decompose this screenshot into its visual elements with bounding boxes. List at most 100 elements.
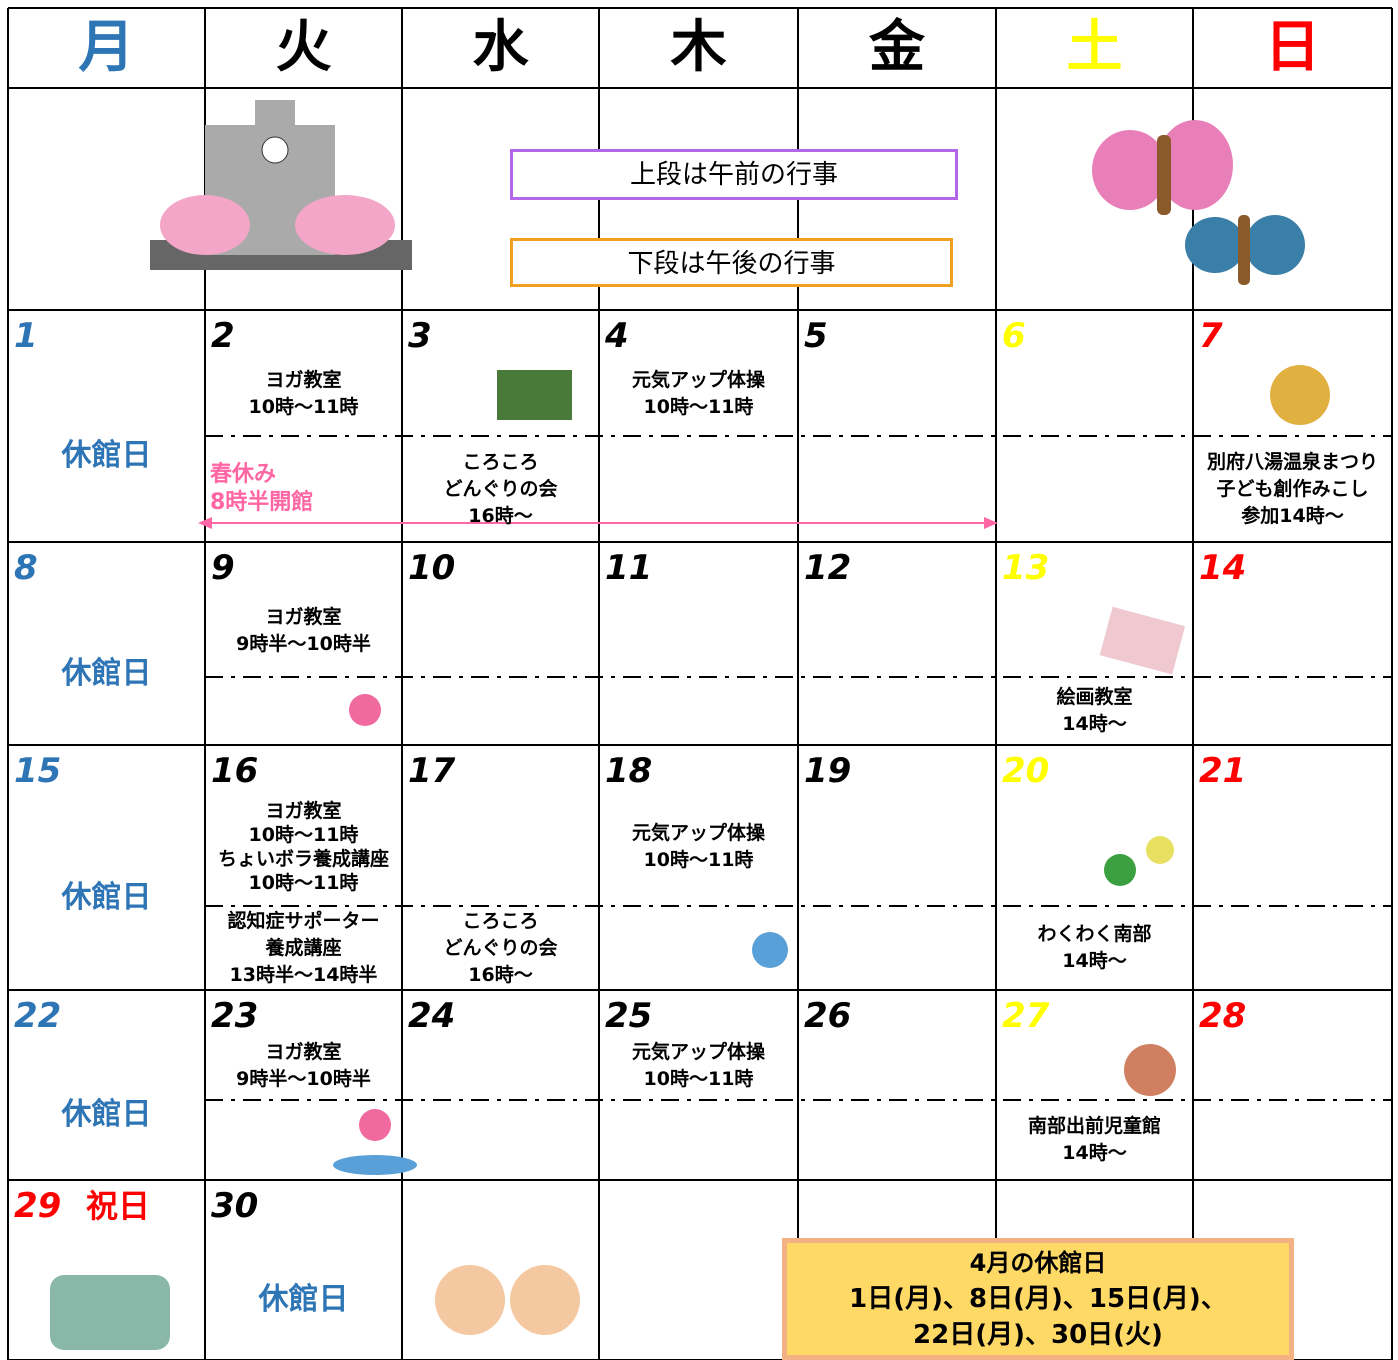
day-number: 25 bbox=[605, 996, 653, 1036]
morning-event: ヨガ教室 10時～11時 ちょいボラ養成講座 10時～11時 bbox=[205, 799, 402, 895]
closed-label: 休館日 bbox=[258, 1282, 349, 1317]
event-line: 14時～ bbox=[1062, 950, 1127, 972]
day-number: 3 bbox=[408, 316, 432, 356]
closed-label: 休館日 bbox=[61, 438, 152, 473]
morning-event: ヨガ教室 10時～11時 bbox=[205, 367, 402, 421]
event-line: ヨガ教室 bbox=[265, 369, 342, 391]
weekday-header: 水 bbox=[472, 15, 529, 80]
event-line: 元気アップ体操 bbox=[631, 821, 765, 844]
day-number: 11 bbox=[605, 548, 653, 588]
day-number: 17 bbox=[408, 751, 456, 791]
day-number: 2 bbox=[211, 316, 235, 356]
afternoon-event: 絵画教室 14時～ bbox=[996, 684, 1193, 738]
morning-note: 上段は午前の行事 bbox=[510, 149, 958, 200]
weekday-header: 月 bbox=[78, 15, 135, 80]
event-line: どんぐりの会 bbox=[443, 477, 558, 500]
day-number: 19 bbox=[804, 751, 852, 791]
weekday-header: 木 bbox=[670, 15, 727, 80]
event-line: 10時～11時 bbox=[248, 396, 359, 418]
decorations bbox=[50, 365, 1330, 1350]
weekday-header: 金 bbox=[869, 15, 925, 80]
event-line: どんぐりの会 bbox=[443, 936, 558, 959]
day-number: 10 bbox=[408, 548, 456, 588]
event-line: 14時～ bbox=[1062, 713, 1127, 735]
event-line: ころころ bbox=[462, 909, 539, 932]
day-number: 6 bbox=[1002, 316, 1026, 356]
morning-event: 元気アップ体操 10時～11時 bbox=[599, 820, 798, 874]
event-line: 養成講座 bbox=[265, 936, 342, 959]
closed-days-title: 4月の休館日 bbox=[969, 1249, 1107, 1277]
day-number: 30 bbox=[211, 1186, 259, 1226]
day-number: 13 bbox=[1002, 548, 1050, 588]
event-line: 16時～ bbox=[468, 504, 533, 527]
day-number: 29 bbox=[14, 1186, 62, 1226]
day-number: 18 bbox=[605, 751, 653, 791]
day-number: 27 bbox=[1002, 996, 1050, 1036]
spring-break-hours: 8時半開館 bbox=[210, 490, 314, 515]
event-line: ヨガ教室 bbox=[265, 1041, 342, 1063]
spring-break-arrow bbox=[198, 517, 998, 529]
morning-event: ヨガ教室 9時半～10時半 bbox=[205, 1039, 402, 1093]
butterfly-illustration bbox=[1092, 120, 1305, 285]
afternoon-event: 認知症サポーター 養成講座 13時半～14時半 bbox=[205, 908, 402, 989]
afternoon-event: ころころどんぐりの会 16時～ bbox=[402, 908, 599, 989]
day-number: 1 bbox=[14, 316, 38, 356]
event-line: 16時～ bbox=[468, 963, 533, 986]
afternoon-event: 南部出前児童館 14時～ bbox=[996, 1113, 1193, 1167]
day-number: 20 bbox=[1002, 751, 1050, 791]
holiday-label: 祝日 bbox=[86, 1187, 151, 1225]
closed-label: 休館日 bbox=[61, 1097, 152, 1132]
weekday-header: 日 bbox=[1264, 15, 1321, 80]
closed-label: 休館日 bbox=[61, 879, 152, 915]
event-line: 認知症サポーター bbox=[227, 909, 380, 932]
day-number: 5 bbox=[804, 316, 828, 356]
event-line: 南部出前児童館 bbox=[1027, 1115, 1161, 1137]
event-line: 14時～ bbox=[1062, 1142, 1127, 1164]
event-line: 参加14時～ bbox=[1241, 504, 1344, 527]
weekday-header: 土 bbox=[1066, 15, 1123, 80]
morning-event: ヨガ教室 9時半～10時半 bbox=[205, 604, 402, 658]
event-line: 絵画教室 bbox=[1056, 686, 1133, 708]
afternoon-note: 下段は午後の行事 bbox=[510, 238, 953, 287]
event-line: 10時～11時 bbox=[248, 871, 359, 894]
closed-days-line: 1日(月)、8日(月)、15日(月)、 bbox=[849, 1284, 1227, 1314]
afternoon-event: 別府八湯温泉まつり 子ども創作みこし 参加14時～ bbox=[1193, 449, 1392, 530]
event-line: ころころ bbox=[462, 450, 539, 473]
closed-days-line: 22日(月)、30日(火) bbox=[913, 1320, 1163, 1350]
event-line: 10時～11時 bbox=[248, 823, 359, 846]
weekday-header: 火 bbox=[275, 15, 332, 80]
day-number: 15 bbox=[14, 751, 62, 791]
morning-event: 元気アップ体操 10時～11時 bbox=[599, 367, 798, 421]
day-number: 9 bbox=[211, 548, 235, 588]
event-line: 別府八湯温泉まつり bbox=[1206, 450, 1378, 473]
closed-label: 休館日 bbox=[61, 655, 152, 691]
event-line: 13時半～14時半 bbox=[229, 963, 378, 986]
day-number: 26 bbox=[804, 996, 852, 1036]
day-number: 24 bbox=[408, 996, 456, 1036]
event-line: 10時～11時 bbox=[643, 848, 754, 871]
school-illustration bbox=[150, 100, 412, 270]
day-number: 28 bbox=[1199, 996, 1247, 1036]
day-number: 4 bbox=[605, 316, 629, 356]
day-number: 12 bbox=[804, 548, 852, 588]
day-number: 16 bbox=[211, 751, 259, 791]
event-line: 9時半～10時半 bbox=[236, 1068, 371, 1090]
event-line: 子ども創作みこし bbox=[1216, 477, 1369, 500]
event-line: 10時～11時 bbox=[643, 1068, 754, 1090]
event-line: ヨガ教室 bbox=[265, 605, 342, 628]
day-number: 8 bbox=[14, 548, 38, 588]
event-line: 元気アップ体操 bbox=[631, 1041, 765, 1063]
afternoon-event: わくわく南部 14時～ bbox=[996, 921, 1193, 975]
event-line: 10時～11時 bbox=[643, 396, 754, 418]
day-number: 14 bbox=[1199, 548, 1247, 588]
event-line: ちょいボラ養成講座 bbox=[217, 847, 389, 870]
afternoon-event: ころころどんぐりの会 16時～ bbox=[402, 449, 599, 530]
event-line: わくわく南部 bbox=[1037, 923, 1152, 945]
event-line: 9時半～10時半 bbox=[236, 632, 371, 655]
event-line: 元気アップ体操 bbox=[631, 369, 765, 391]
closed-days-box: 4月の休館日 1日(月)、8日(月)、15日(月)、 22日(月)、30日(火) bbox=[782, 1238, 1294, 1360]
day-number: 21 bbox=[1199, 751, 1247, 791]
day-number: 23 bbox=[211, 996, 259, 1036]
